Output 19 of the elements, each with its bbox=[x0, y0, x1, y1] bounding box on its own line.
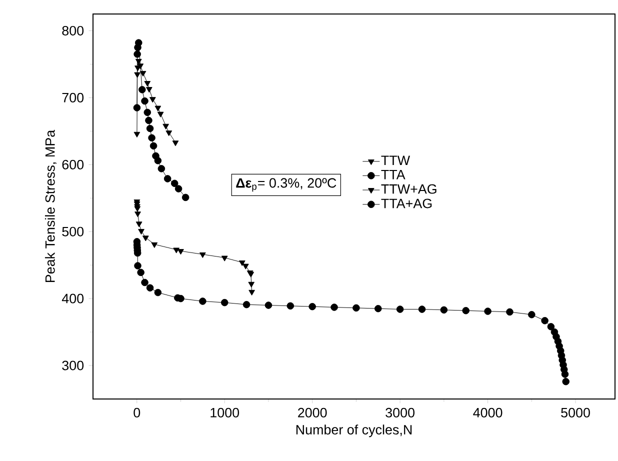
legend-label: TTW bbox=[381, 156, 410, 166]
y-tick-label: 400 bbox=[62, 294, 84, 304]
y-tick-label: 700 bbox=[62, 92, 84, 102]
legend-label: TTW+AG bbox=[381, 184, 436, 194]
x-axis-title: Number of cycles,N bbox=[296, 424, 412, 438]
y-tick-label: 300 bbox=[62, 360, 84, 370]
y-tick-label: 600 bbox=[62, 160, 84, 170]
y-tick-label: 800 bbox=[62, 26, 84, 36]
y-tick-label: 500 bbox=[62, 226, 84, 236]
annotation: Δε$_{p}$= 0.3%, 20ºC bbox=[236, 178, 336, 192]
x-tick-label: 2000 bbox=[298, 408, 327, 418]
legend-label: TTA bbox=[381, 170, 406, 180]
x-tick-label: 1000 bbox=[210, 408, 240, 418]
x-tick-label: 3000 bbox=[386, 408, 414, 418]
legend-label: TTA+AG bbox=[381, 198, 432, 208]
x-tick-label: 5000 bbox=[561, 408, 590, 418]
x-tick-label: 0 bbox=[134, 408, 140, 418]
x-tick-label: 4000 bbox=[473, 408, 502, 418]
y-axis-title: Peak Tensile Stress, MPa bbox=[44, 130, 56, 282]
